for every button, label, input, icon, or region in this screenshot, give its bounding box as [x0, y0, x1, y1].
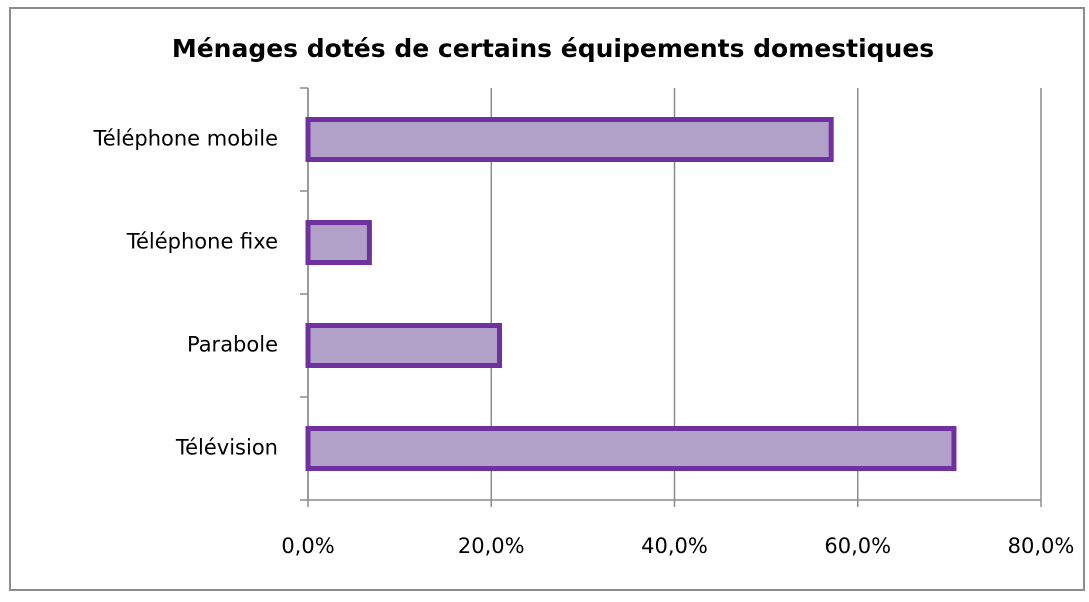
y-tick-label: Téléphone fixe [126, 230, 278, 254]
y-tick-label: Téléphone mobile [92, 127, 278, 151]
bar [305, 220, 372, 265]
chart-frame [9, 7, 1085, 591]
x-tick-label: 60,0% [824, 534, 891, 558]
bar [305, 323, 502, 368]
y-tick-label: Télévision [175, 436, 278, 460]
chart-title: Ménages dotés de certains équipements do… [172, 34, 934, 63]
x-tick-label: 0,0% [281, 534, 334, 558]
x-tick-label: 20,0% [458, 534, 525, 558]
x-tick-label: 80,0% [1008, 534, 1075, 558]
bar [305, 117, 834, 162]
y-tick-label: Parabole [187, 333, 278, 357]
x-tick-label: 40,0% [641, 534, 708, 558]
bar [305, 426, 957, 471]
